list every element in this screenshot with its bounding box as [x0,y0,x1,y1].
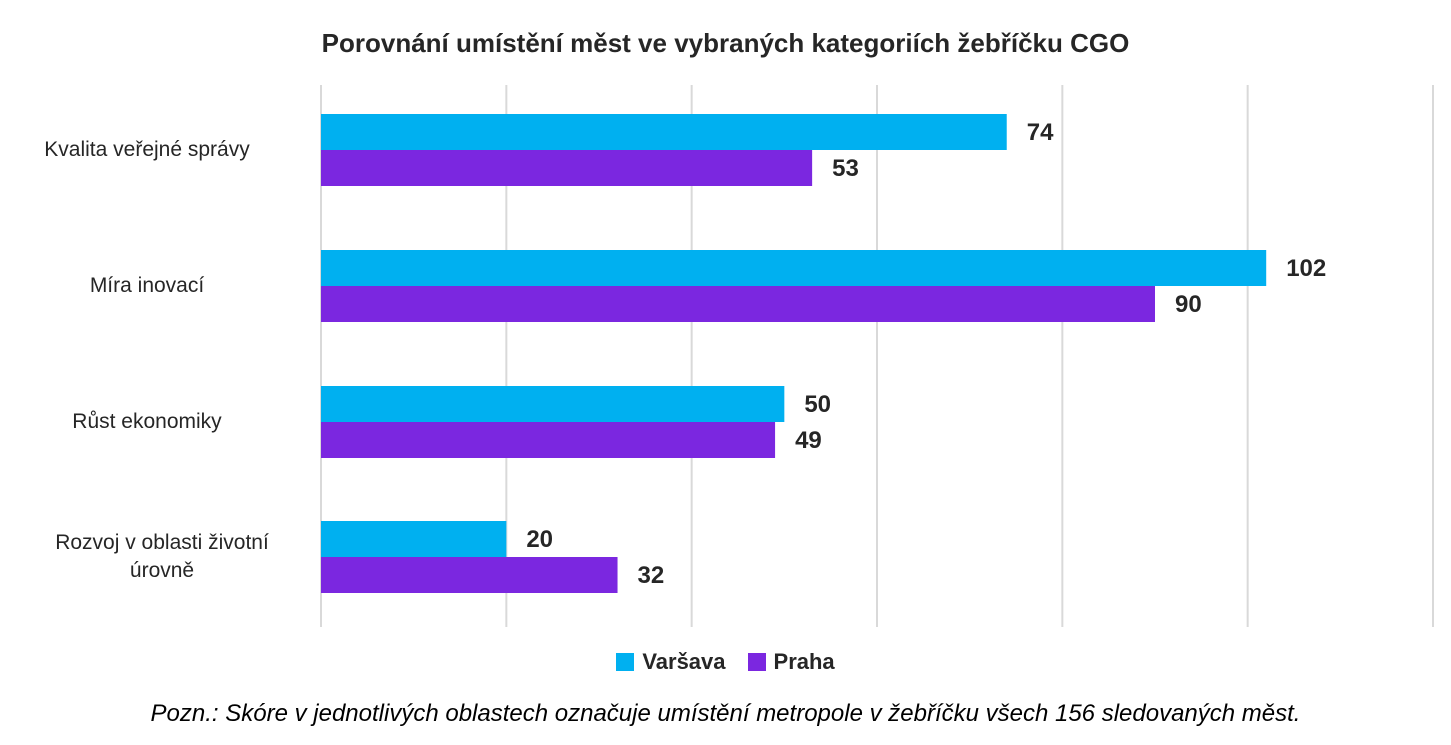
category-label-2: Růst ekonomiky [72,410,222,433]
bar-praha-1 [321,286,1155,322]
bar-praha-3 [321,557,618,593]
category-label-0: Kvalita veřejné správy [44,138,250,161]
data-label-praha-0: 53 [832,155,859,182]
legend-item-varsava: Varšava [616,649,726,675]
legend: Varšava Praha [0,649,1451,675]
chart-title: Porovnání umístění měst ve vybraných kat… [321,28,1130,58]
data-label-varsava-0: 74 [1027,119,1054,146]
legend-swatch-varsava [616,653,635,671]
category-label-3: Rozvoj v oblasti životní úrovně [55,531,269,582]
data-label-varsava-3: 20 [526,526,553,553]
bar-praha-0 [321,150,813,186]
bar-varsava-2 [321,386,785,422]
chart-note: Pozn.: Skóre v jednotlivých oblastech oz… [150,700,1301,727]
legend-label-varsava: Varšava [642,649,726,674]
data-label-praha-1: 90 [1175,291,1202,318]
legend-item-praha: Praha [747,649,835,675]
data-label-varsava-1: 102 [1286,255,1326,282]
legend-swatch-praha [747,653,766,671]
data-label-praha-3: 32 [638,562,665,589]
category-label-1: Míra inovací [89,274,205,297]
legend-label-praha: Praha [773,649,835,674]
data-label-praha-2: 49 [795,427,822,454]
data-label-varsava-2: 50 [804,391,831,418]
bar-varsava-1 [321,250,1267,286]
bar-praha-2 [321,422,776,458]
bar-varsava-0 [321,114,1007,150]
bar-varsava-3 [321,521,507,557]
